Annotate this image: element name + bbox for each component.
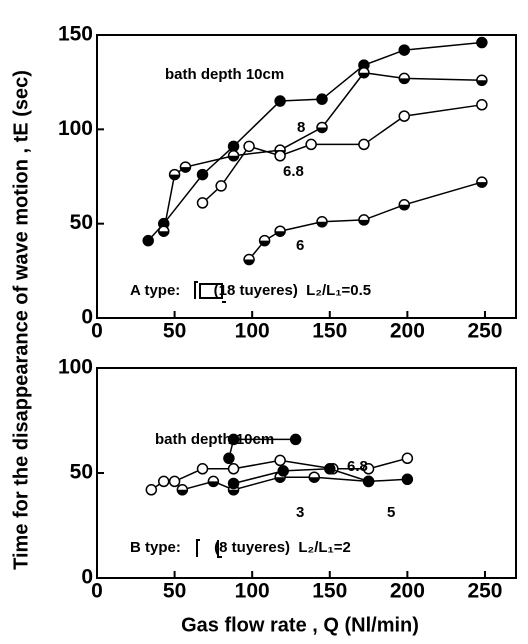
x-tick-label: 50 — [163, 580, 186, 603]
y-tick-label: 0 — [81, 566, 93, 589]
x-tick-label: 150 — [312, 580, 347, 603]
data-point — [168, 475, 181, 488]
half-fill — [476, 182, 487, 188]
series-label: 6 — [296, 237, 304, 254]
x-tick-label: 250 — [467, 580, 502, 603]
data-point — [305, 138, 317, 151]
y-tick-label: 100 — [58, 356, 93, 379]
half-fill — [275, 231, 286, 237]
plot-frame — [96, 34, 517, 319]
series-label: 6.8 — [283, 163, 304, 180]
data-point — [274, 454, 286, 467]
data-point — [196, 463, 209, 475]
data-point — [358, 138, 370, 151]
half-fill — [399, 204, 410, 210]
data-point — [316, 93, 328, 105]
data-point — [223, 452, 235, 465]
y-tick-label: 50 — [70, 461, 93, 484]
series-label: bath depth 10cm — [155, 431, 274, 448]
half-fill — [358, 72, 369, 78]
data-point — [243, 140, 255, 153]
data-point — [227, 463, 240, 475]
data-point — [227, 140, 240, 153]
half-fill — [275, 477, 286, 483]
half-fill — [309, 477, 320, 483]
data-point — [215, 180, 227, 192]
annotation: A type: (18 tuyeres) L₂/L₁=0.5 — [130, 282, 371, 299]
x-tick-label: 100 — [235, 580, 270, 603]
half-fill — [399, 78, 410, 84]
data-point — [227, 477, 240, 490]
annotation: B type: (8 tuyeres) L₂/L₁=2 — [130, 539, 351, 556]
series-label: 3 — [296, 504, 304, 521]
x-tick-label: 0 — [91, 580, 103, 603]
series-label: bath depth 10cm — [165, 66, 284, 83]
data-point — [398, 44, 411, 56]
series-label: 8 — [297, 119, 305, 136]
half-fill — [180, 167, 191, 173]
data-point — [274, 95, 286, 107]
series-line — [233, 468, 408, 485]
series-line — [202, 104, 482, 204]
half-fill — [208, 481, 219, 487]
data-point — [398, 110, 411, 122]
x-tick-label: 150 — [312, 320, 347, 343]
x-tick-label: 200 — [390, 580, 425, 603]
data-point — [277, 465, 289, 477]
y-tick-label: 0 — [81, 306, 93, 329]
half-fill — [317, 221, 328, 227]
x-tick-label: 100 — [235, 320, 270, 343]
tuyere-icon — [194, 281, 226, 303]
half-fill — [228, 489, 239, 495]
data-point — [362, 463, 375, 475]
x-tick-label: 50 — [163, 320, 186, 343]
data-point — [401, 473, 414, 486]
y-axis-label: Time for the disappearance of wave motio… — [10, 70, 32, 570]
data-point — [157, 475, 170, 488]
x-tick-label: 250 — [467, 320, 502, 343]
data-point — [476, 36, 488, 49]
data-point — [145, 484, 158, 496]
series-label: 6.8 — [347, 458, 368, 475]
data-point — [142, 234, 154, 247]
half-fill — [476, 80, 487, 86]
x-axis-label: Gas flow rate , Q (Nl/min) — [181, 614, 419, 636]
x-tick-label: 200 — [390, 320, 425, 343]
half-fill — [169, 174, 180, 180]
y-tick-label: 100 — [58, 117, 93, 140]
data-point — [196, 197, 209, 209]
data-point — [401, 452, 414, 465]
data-point — [196, 168, 209, 181]
half-fill — [317, 127, 328, 133]
y-tick-label: 150 — [58, 23, 93, 46]
data-point — [274, 149, 286, 162]
half-fill — [244, 259, 255, 265]
data-point — [289, 433, 302, 446]
data-point — [227, 433, 240, 446]
half-fill — [358, 219, 369, 225]
data-point — [476, 99, 488, 111]
half-fill — [177, 489, 188, 495]
half-fill — [259, 240, 270, 246]
series-label: 5 — [387, 504, 395, 521]
half-fill — [158, 231, 169, 237]
tuyere-icon — [196, 539, 222, 558]
x-tick-label: 0 — [91, 320, 103, 343]
data-point — [362, 475, 375, 488]
data-point — [324, 463, 336, 475]
half-fill — [228, 155, 239, 161]
y-tick-label: 50 — [70, 211, 93, 234]
